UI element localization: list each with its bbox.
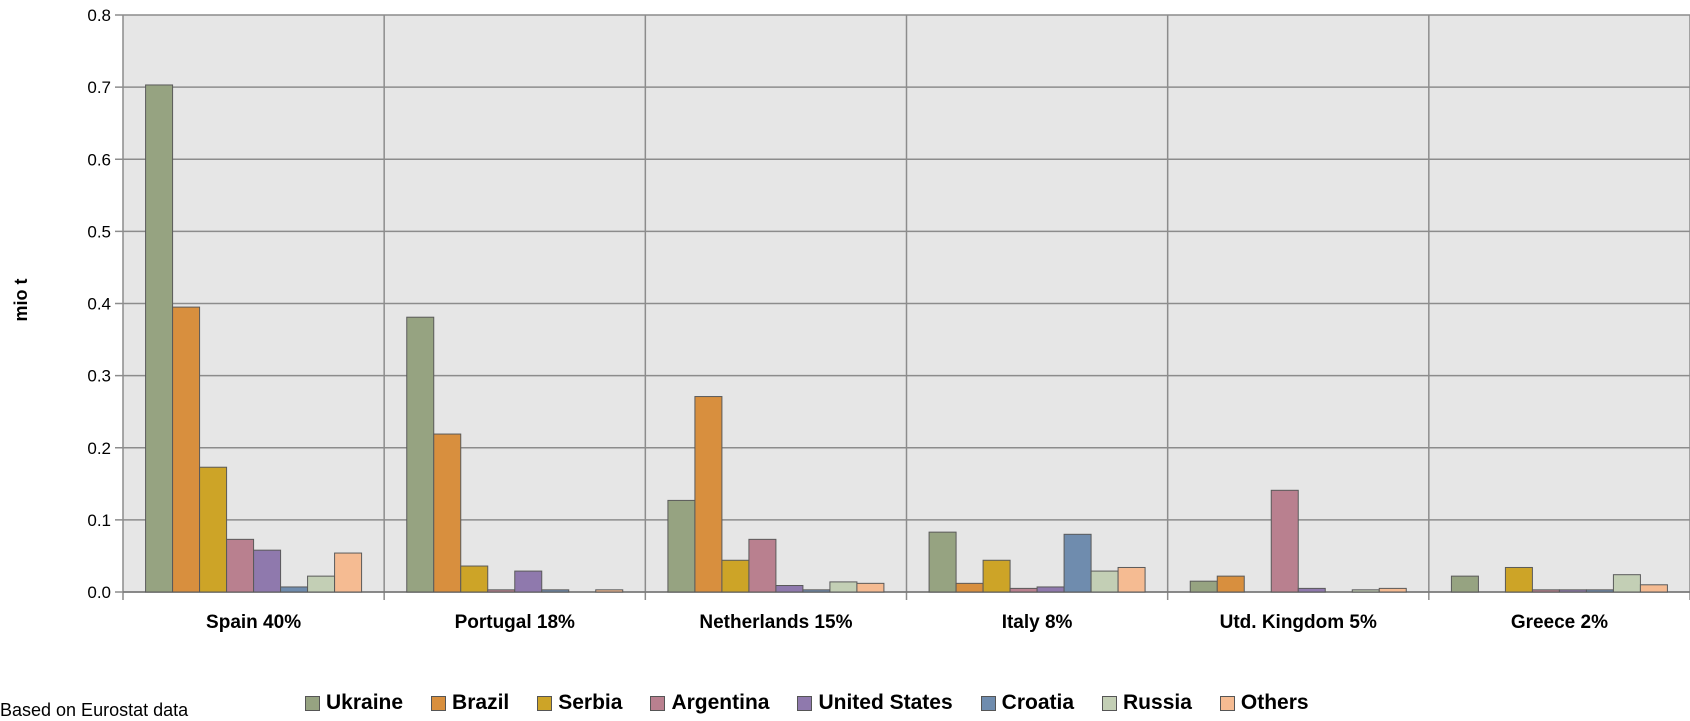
- bar-argentina: [748, 538, 777, 593]
- bar-brazil: [694, 396, 723, 593]
- legend-label: Ukraine: [326, 691, 404, 714]
- bar-united-states: [1558, 589, 1587, 593]
- source-note: Based on Eurostat data: [0, 700, 189, 720]
- legend-label: Serbia: [558, 691, 623, 714]
- legend-label: Others: [1240, 691, 1309, 714]
- bar-russia: [307, 575, 336, 593]
- bar-ukraine: [145, 84, 174, 593]
- bar-chart: 0.0 0.1 0.2 0.3 0.4 0.5 0.6 0.7 0.8 Spain 40% Por…: [11, 6, 1690, 633]
- bar-russia: [1612, 574, 1641, 593]
- bar-croatia: [280, 586, 309, 593]
- legend-item: Brazil: [431, 691, 509, 715]
- bar-others: [595, 589, 624, 593]
- legend: Ukraine Brazil Serbia Argentina United State…: [305, 690, 1337, 716]
- bar-others: [1639, 584, 1668, 593]
- legend-label: Argentina: [671, 691, 770, 714]
- legend-item: Ukraine: [305, 691, 403, 715]
- bar-others: [856, 582, 885, 593]
- bar-ukraine: [406, 316, 435, 593]
- y-axis-label: mio t: [11, 278, 31, 321]
- x-category-label: Netherlands 15%: [699, 612, 852, 633]
- bar-brazil: [1216, 575, 1245, 593]
- x-category-label: Spain 40%: [206, 612, 301, 633]
- bar-brazil: [955, 582, 984, 593]
- bar-serbia: [1504, 566, 1533, 593]
- y-tick-label: 0.6: [87, 150, 111, 169]
- bar-others: [1378, 587, 1407, 593]
- legend-swatch: [431, 695, 447, 711]
- legend-swatch: [305, 695, 320, 711]
- x-category-label: Greece 2%: [1511, 612, 1608, 633]
- bar-argentina: [487, 589, 516, 593]
- bar-united-states: [1297, 587, 1326, 593]
- legend-swatch: [1102, 695, 1118, 711]
- bar-brazil: [172, 306, 201, 593]
- bar-ukraine: [667, 499, 696, 593]
- y-tick-label: 0.5: [87, 222, 111, 241]
- bar-argentina: [226, 538, 255, 593]
- bar-croatia: [1063, 533, 1092, 593]
- legend-swatch: [650, 695, 666, 711]
- bar-croatia: [541, 589, 570, 593]
- bar-serbia: [982, 559, 1011, 593]
- bar-united-states: [514, 570, 543, 593]
- y-tick-labels: 0.0 0.1 0.2 0.3 0.4 0.5 0.6 0.7 0.8: [87, 6, 111, 602]
- bar-serbia: [460, 565, 489, 593]
- y-tick-label: 0.1: [87, 511, 111, 530]
- x-category-label: Utd. Kingdom 5%: [1220, 612, 1377, 633]
- bar-argentina: [1009, 587, 1038, 593]
- bar-others: [334, 552, 363, 593]
- legend-item: Argentina: [650, 691, 769, 715]
- bar-russia: [1090, 570, 1119, 593]
- y-tick-label: 0.2: [87, 439, 111, 458]
- bar-ukraine: [1189, 580, 1218, 593]
- bar-russia: [829, 581, 858, 593]
- y-tick-label: 0.3: [87, 367, 111, 386]
- bar-united-states: [1036, 586, 1065, 593]
- bar-ukraine: [1450, 575, 1479, 593]
- legend-swatch: [1219, 695, 1235, 711]
- legend-label: United States: [818, 691, 953, 714]
- bar-argentina: [1531, 589, 1560, 593]
- legend-swatch: [537, 695, 553, 711]
- x-category-label: Portugal 18%: [455, 612, 575, 633]
- legend-swatch: [980, 695, 996, 711]
- y-tick-label: 0.8: [87, 6, 111, 25]
- legend-item: United States: [797, 691, 953, 715]
- bar-others: [1117, 566, 1146, 593]
- bar-united-states: [253, 549, 282, 593]
- legend-label: Russia: [1123, 691, 1192, 714]
- legend-item: Serbia: [537, 691, 622, 715]
- gridlines: [115, 14, 1690, 600]
- bar-croatia: [802, 589, 831, 593]
- bar-argentina: [1270, 489, 1299, 593]
- y-tick-label: 0.0: [87, 583, 111, 602]
- bar-united-states: [775, 585, 804, 593]
- legend-item: Others: [1219, 691, 1309, 715]
- bar-serbia: [721, 559, 750, 593]
- bars: [145, 84, 1668, 593]
- y-tick-label: 0.4: [87, 295, 111, 314]
- x-category-label: Italy 8%: [1002, 612, 1073, 633]
- legend-label: Brazil: [452, 691, 510, 714]
- legend-label: Croatia: [1001, 691, 1075, 714]
- legend-item: Croatia: [980, 691, 1075, 715]
- legend-swatch: [797, 695, 813, 711]
- bar-brazil: [433, 433, 462, 593]
- bar-serbia: [199, 466, 228, 593]
- y-tick-label: 0.7: [87, 78, 111, 97]
- x-category-labels: Spain 40% Portugal 18% Netherlands 15% Ital…: [206, 612, 1608, 633]
- bar-ukraine: [928, 531, 957, 593]
- bar-croatia: [1585, 589, 1614, 593]
- bar-russia: [1351, 589, 1380, 593]
- legend-item: Russia: [1102, 691, 1192, 715]
